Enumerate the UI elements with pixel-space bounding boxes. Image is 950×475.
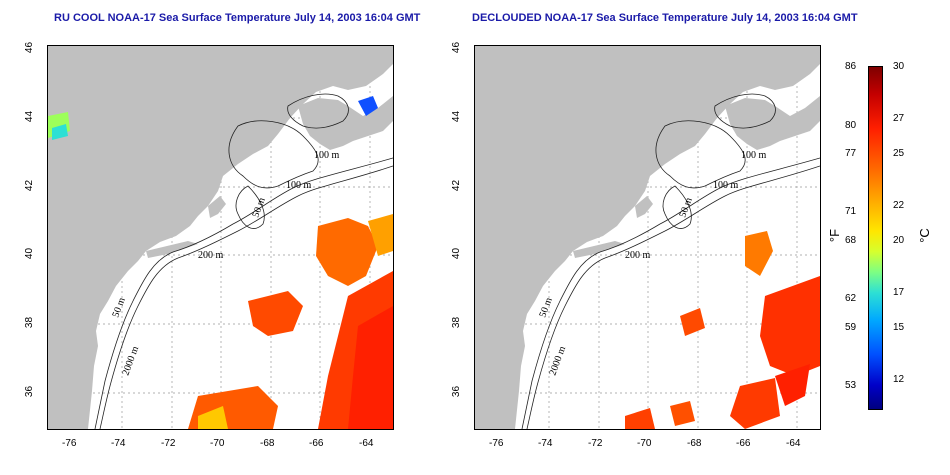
celsius-tick: 20 <box>893 235 905 246</box>
lat-tick: 38 <box>451 316 463 329</box>
celsius-tick: 17 <box>893 287 905 298</box>
lon-tick: -70 <box>637 438 652 449</box>
lon-tick: -68 <box>260 438 275 449</box>
lat-tick: 40 <box>451 247 463 260</box>
fahrenheit-tick: 71 <box>845 206 857 217</box>
contour-label: 50 m <box>537 296 554 319</box>
land-nova-scotia <box>725 96 820 150</box>
lon-tick: -70 <box>210 438 225 449</box>
right-sst-map: 100 m 100 m 50 m 200 m 50 m 2000 m <box>474 45 821 430</box>
land-long-island <box>146 241 198 258</box>
contour-label: 200 m <box>625 250 651 261</box>
land-long-island <box>573 241 625 258</box>
land-cape-cod <box>208 196 226 218</box>
celsius-tick: 27 <box>893 113 905 124</box>
lat-tick: 38 <box>24 316 36 329</box>
contour-label: 50 m <box>110 296 127 319</box>
land-cape-cod <box>635 196 653 218</box>
lon-tick: -74 <box>538 438 553 449</box>
lon-tick: -66 <box>309 438 324 449</box>
fahrenheit-tick: 77 <box>845 148 857 159</box>
contour-label: 2000 m <box>547 345 568 377</box>
lon-tick: -66 <box>736 438 751 449</box>
land-mass <box>48 46 393 429</box>
lon-tick: -72 <box>588 438 603 449</box>
fahrenheit-tick: 62 <box>845 293 857 304</box>
bathymetry-contours <box>94 93 393 429</box>
contour-label: 100 m <box>286 180 312 191</box>
lat-tick: 42 <box>451 179 463 192</box>
left-map-title: RU COOL NOAA-17 Sea Surface Temperature … <box>54 12 421 24</box>
fahrenheit-unit-label: °F <box>827 228 843 243</box>
celsius-tick: 22 <box>893 200 905 211</box>
celsius-unit-label: °C <box>916 228 932 243</box>
lon-tick: -64 <box>359 438 374 449</box>
lat-tick: 44 <box>24 110 36 123</box>
fahrenheit-tick: 59 <box>845 322 857 333</box>
land-nova-scotia <box>298 96 393 150</box>
lon-tick: -76 <box>489 438 504 449</box>
lat-tick: 36 <box>24 385 36 398</box>
contour-label: 2000 m <box>120 345 141 377</box>
bathymetry-contours <box>521 93 820 429</box>
contour-label: 100 m <box>741 150 767 161</box>
sst-patches <box>48 96 393 429</box>
lat-tick: 44 <box>451 110 463 123</box>
celsius-tick: 15 <box>893 322 905 333</box>
contour-label: 100 m <box>314 150 340 161</box>
lat-tick: 36 <box>451 385 463 398</box>
fahrenheit-tick: 68 <box>845 235 857 246</box>
celsius-tick: 25 <box>893 148 905 159</box>
celsius-tick: 12 <box>893 374 905 385</box>
lon-tick: -74 <box>111 438 126 449</box>
right-map-title: DECLOUDED NOAA-17 Sea Surface Temperatur… <box>472 12 858 24</box>
lat-tick: 46 <box>451 41 463 54</box>
lon-tick: -76 <box>62 438 77 449</box>
temperature-colorbar <box>868 66 883 410</box>
fahrenheit-tick: 86 <box>845 61 857 72</box>
fahrenheit-tick: 80 <box>845 120 857 131</box>
lon-tick: -72 <box>161 438 176 449</box>
lon-tick: -64 <box>786 438 801 449</box>
celsius-tick: 30 <box>893 61 905 72</box>
lon-tick: -68 <box>687 438 702 449</box>
contour-label: 200 m <box>198 250 224 261</box>
lat-tick: 42 <box>24 179 36 192</box>
land-mass <box>475 46 820 429</box>
fahrenheit-tick: 53 <box>845 380 857 391</box>
lat-tick: 40 <box>24 247 36 260</box>
sst-patches <box>625 231 820 429</box>
lat-tick: 46 <box>24 41 36 54</box>
contour-label: 100 m <box>713 180 739 191</box>
left-sst-map: 100 m 100 m 50 m 200 m 50 m 2000 m <box>47 45 394 430</box>
